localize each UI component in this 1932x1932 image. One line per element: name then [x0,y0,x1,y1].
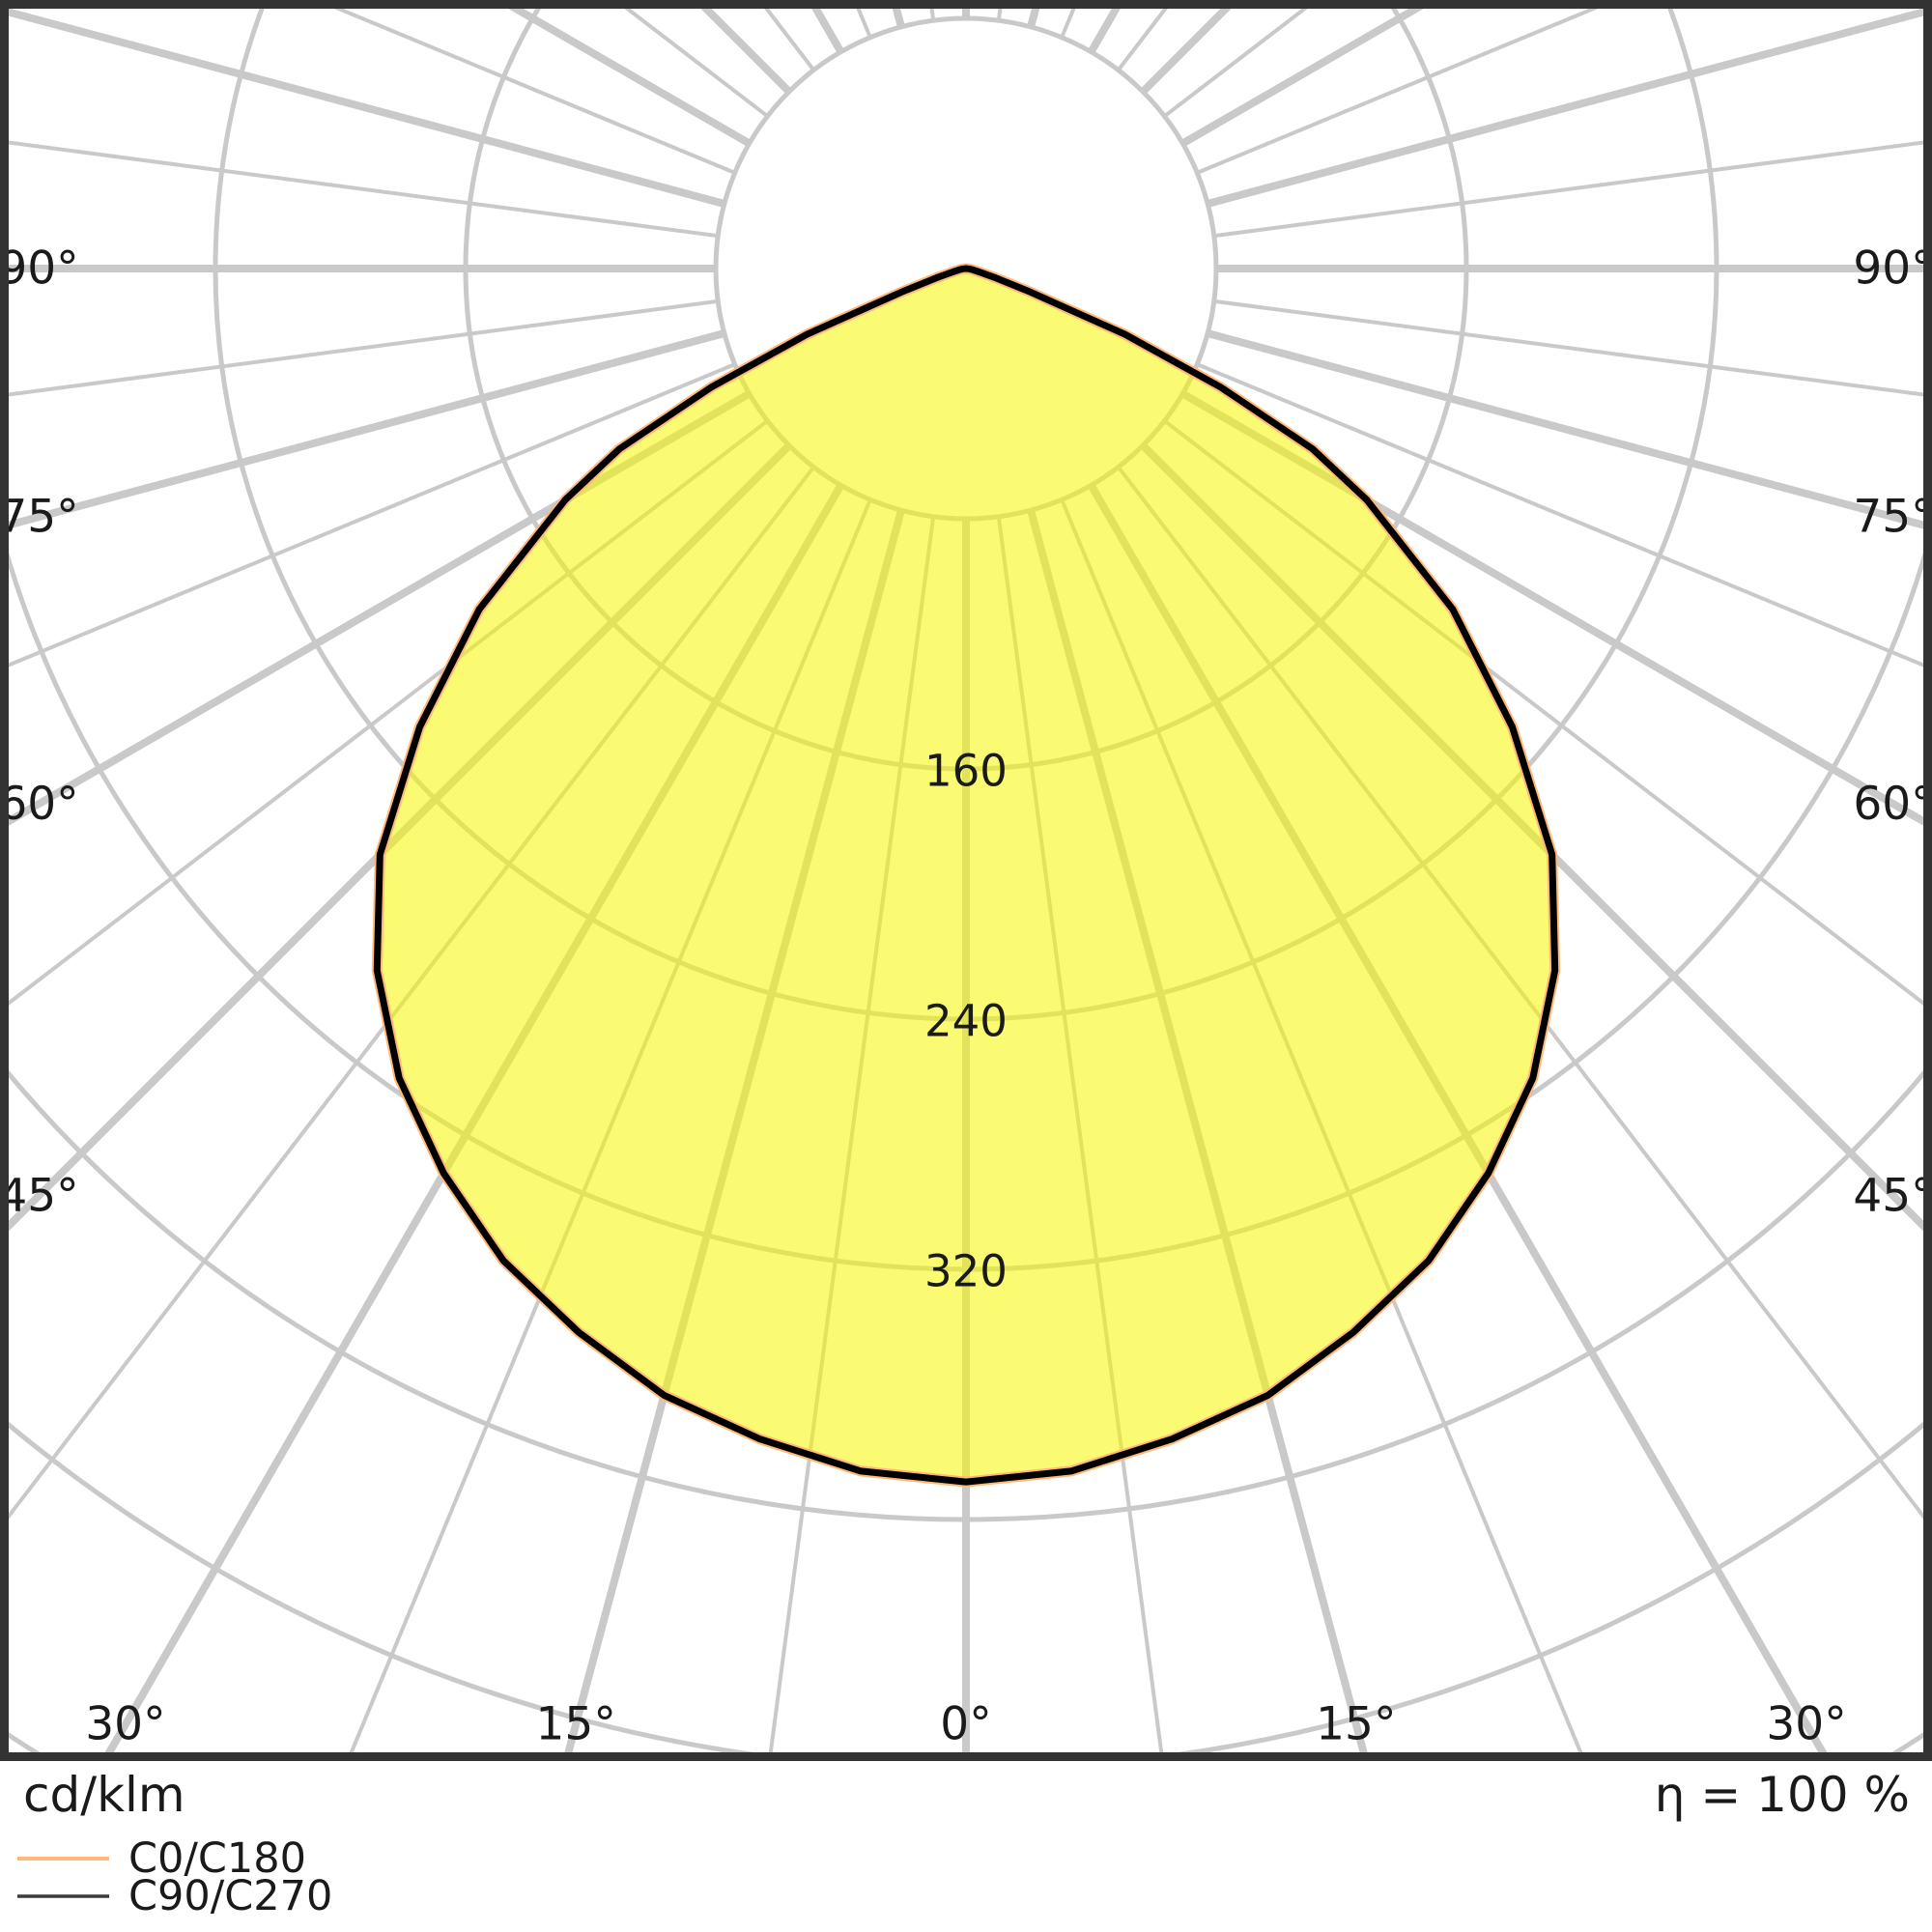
angle-label-bottom: 30° [85,1698,165,1751]
legend: C0/C180 C90/C270 [17,1834,332,1920]
radial-grid-line [700,9,792,95]
intensity-curve-c90-c270 [373,265,1559,1486]
radial-grid-line [9,329,725,529]
angle-label-bottom: 15° [536,1698,616,1751]
radial-grid-line [9,390,752,826]
radial-grid-line [1207,9,1923,208]
radial-grid-line [9,9,725,208]
angle-label-right: 45° [1853,1170,1932,1223]
legend-label-c0: C0/C180 [128,1834,306,1883]
radial-grid-line [1180,390,1923,826]
radial-grid-line [1196,9,1599,175]
radial-grid-line [333,9,736,175]
radial-grid-line [9,362,736,668]
angle-label-left: 45° [0,1170,79,1223]
angle-label-left: 60° [0,778,79,831]
angle-label-bottom: 30° [1766,1698,1846,1751]
axis-labels: 160 240 320 90° 75° 60° 45° 90° 75° 60° 45° 30° 15° 0… [0,242,1932,1751]
intensity-curve-c0-c180 [371,263,1561,1488]
plot-frame [0,0,1932,1761]
angle-label-bottom: 15° [1316,1698,1396,1751]
angle-label-right: 75° [1853,491,1932,544]
angle-label-left: 90° [0,242,79,296]
radial-grid-line [1213,140,1923,239]
angle-label-right: 90° [1853,242,1932,296]
angle-label-bottom: 0° [940,1698,991,1751]
efficiency-label: η = 100 % [1655,1767,1910,1823]
legend-label-c90: C90/C270 [128,1872,332,1920]
radial-grid-line [1163,9,1308,118]
radial-grid-line [1140,9,1232,95]
radial-grid-line [9,140,719,239]
ring-value-label: 160 [924,746,1008,797]
radial-grid-line [1207,329,1923,529]
unit-label: cd/klm [23,1767,185,1823]
radial-grid-line [624,9,769,118]
angle-label-left: 75° [0,491,79,544]
radial-grid-line [1196,362,1923,668]
ring-value-label: 240 [924,996,1008,1047]
angle-label-right: 60° [1853,778,1932,831]
radial-grid-line [1213,298,1923,397]
ring-value-label: 320 [924,1246,1008,1297]
radial-grid-line [9,298,719,397]
intensity-curves [371,263,1561,1488]
